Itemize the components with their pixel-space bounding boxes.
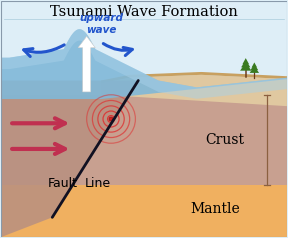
Polygon shape xyxy=(250,66,259,73)
Text: Mantle: Mantle xyxy=(191,202,240,216)
Polygon shape xyxy=(251,62,257,68)
Polygon shape xyxy=(1,95,287,184)
Polygon shape xyxy=(101,75,287,106)
Polygon shape xyxy=(101,72,287,83)
Polygon shape xyxy=(1,29,287,99)
Text: Fault: Fault xyxy=(48,177,78,190)
Polygon shape xyxy=(242,58,249,64)
Polygon shape xyxy=(251,64,258,70)
Text: Crust: Crust xyxy=(205,133,244,147)
Text: upward
wave: upward wave xyxy=(79,13,123,35)
Polygon shape xyxy=(241,60,250,67)
Polygon shape xyxy=(240,62,251,71)
Polygon shape xyxy=(1,80,138,237)
FancyArrow shape xyxy=(78,36,95,92)
Polygon shape xyxy=(1,29,287,99)
Text: Line: Line xyxy=(85,177,111,190)
Polygon shape xyxy=(1,184,287,237)
Circle shape xyxy=(109,117,113,121)
Text: Tsunami Wave Formation: Tsunami Wave Formation xyxy=(50,5,238,19)
